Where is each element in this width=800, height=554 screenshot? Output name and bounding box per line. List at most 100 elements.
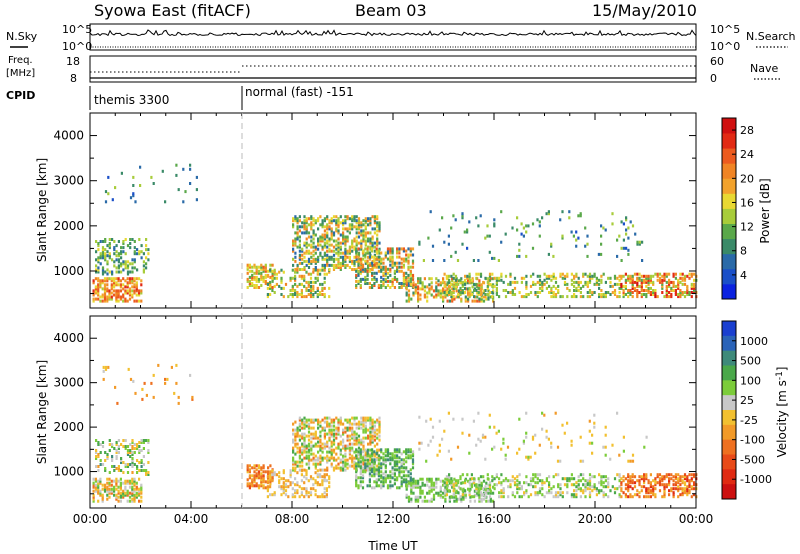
scatter-cell: [126, 451, 130, 454]
scatter-cell: [348, 225, 351, 229]
scatter-cell: [486, 293, 489, 296]
scatter-cell: [346, 217, 349, 221]
scatter-cell: [620, 246, 623, 250]
scatter-cell: [393, 269, 396, 273]
scatter-cell: [421, 287, 424, 291]
scatter-cell: [391, 456, 394, 460]
scatter-cell: [253, 284, 256, 287]
scatter-cell: [473, 481, 476, 485]
scatter-cell: [500, 240, 503, 244]
scatter-cell: [335, 464, 338, 468]
scatter-cell: [426, 477, 429, 481]
scatter-cell: [97, 260, 100, 264]
scatter-cell: [640, 293, 643, 296]
scatter-cell: [561, 236, 564, 240]
scatter-cell: [430, 477, 433, 481]
scatter-cell: [326, 440, 329, 444]
scatter-cell: [346, 438, 349, 442]
scatter-cell: [536, 493, 539, 497]
scatter-cell: [319, 282, 322, 286]
scatter-cell: [417, 497, 420, 501]
scatter-cell: [579, 479, 582, 483]
scatter-cell: [442, 491, 445, 495]
scatter-cell: [656, 473, 659, 477]
scatter-cell: [332, 249, 336, 253]
scatter-cell: [260, 273, 263, 277]
scatter-cell: [629, 485, 632, 489]
scatter-cell: [145, 439, 148, 442]
scatter-cell: [371, 422, 374, 426]
scatter-cell: [321, 245, 324, 249]
scatter-cell: [550, 441, 553, 445]
scatter-cell: [262, 474, 265, 478]
scatter-cell: [430, 481, 433, 485]
scatter-cell: [405, 257, 408, 261]
scatter-cell: [312, 420, 315, 424]
scatter-cell: [262, 480, 265, 484]
scatter-cell: [563, 282, 567, 286]
scatter-cell: [312, 458, 315, 462]
scatter-cell: [330, 448, 333, 452]
scatter-cell: [367, 458, 370, 462]
scatter-cell: [552, 291, 555, 294]
scatter-cell: [300, 291, 303, 294]
scatter-cell: [384, 251, 387, 255]
scatter-cell: [321, 426, 324, 430]
scatter-cell: [131, 499, 134, 503]
scatter-cell: [131, 258, 134, 262]
scatter-cell: [364, 416, 367, 420]
scatter-cell: [586, 254, 589, 258]
scatter-cell: [321, 483, 324, 487]
scatter-cell: [566, 286, 569, 290]
scatter-cell: [101, 495, 104, 499]
scatter-cell: [364, 277, 367, 281]
scatter-cell: [681, 479, 684, 483]
scatter-cell: [138, 291, 141, 295]
power-ylabel: Slant Range [km]: [35, 158, 49, 262]
scatter-cell: [298, 434, 301, 438]
scatter-cell: [421, 483, 424, 487]
scatter-cell: [362, 233, 365, 237]
scatter-cell: [312, 462, 315, 466]
scatter-cell: [330, 450, 333, 454]
scatter-cell: [266, 481, 269, 485]
scatter-cell: [541, 481, 544, 485]
scatter-cell: [131, 447, 134, 450]
scatter-cell: [570, 493, 573, 497]
scatter-cell: [686, 284, 689, 288]
scatter-cell: [688, 473, 691, 477]
scatter-cell: [602, 495, 605, 499]
scatter-cell: [346, 458, 349, 462]
scatter-cell: [364, 450, 367, 454]
scatter-cell: [407, 259, 410, 263]
scatter-cell: [473, 483, 476, 487]
scatter-cell: [570, 282, 573, 286]
scatter-cell: [509, 274, 512, 278]
scatter-cell: [611, 222, 614, 226]
scatter-cell: [389, 452, 392, 456]
scatter-cell: [145, 262, 148, 266]
scatter-cell: [367, 237, 370, 241]
scatter-cell: [376, 237, 379, 241]
colorbar-tick-label: -500: [740, 453, 765, 466]
scatter-cell: [405, 487, 408, 491]
scatter-cell: [119, 495, 122, 499]
scatter-cell: [430, 285, 433, 289]
scatter-cell: [262, 269, 265, 273]
scatter-cell: [344, 426, 347, 430]
scatter-cell: [371, 440, 374, 444]
scatter-cell: [421, 491, 424, 495]
scatter-cell: [369, 219, 372, 223]
scatter-cell: [421, 281, 424, 285]
scatter-cell: [326, 225, 329, 229]
scatter-cell: [260, 275, 263, 279]
scatter-cell: [407, 481, 411, 485]
scatter-cell: [672, 479, 675, 483]
scatter-cell: [369, 418, 372, 422]
scatter-cell: [319, 446, 322, 450]
scatter-cell: [129, 449, 132, 452]
scatter-cell: [359, 259, 362, 263]
scatter-cell: [679, 276, 682, 280]
scatter-cell: [502, 289, 505, 292]
scatter-cell: [337, 426, 340, 430]
